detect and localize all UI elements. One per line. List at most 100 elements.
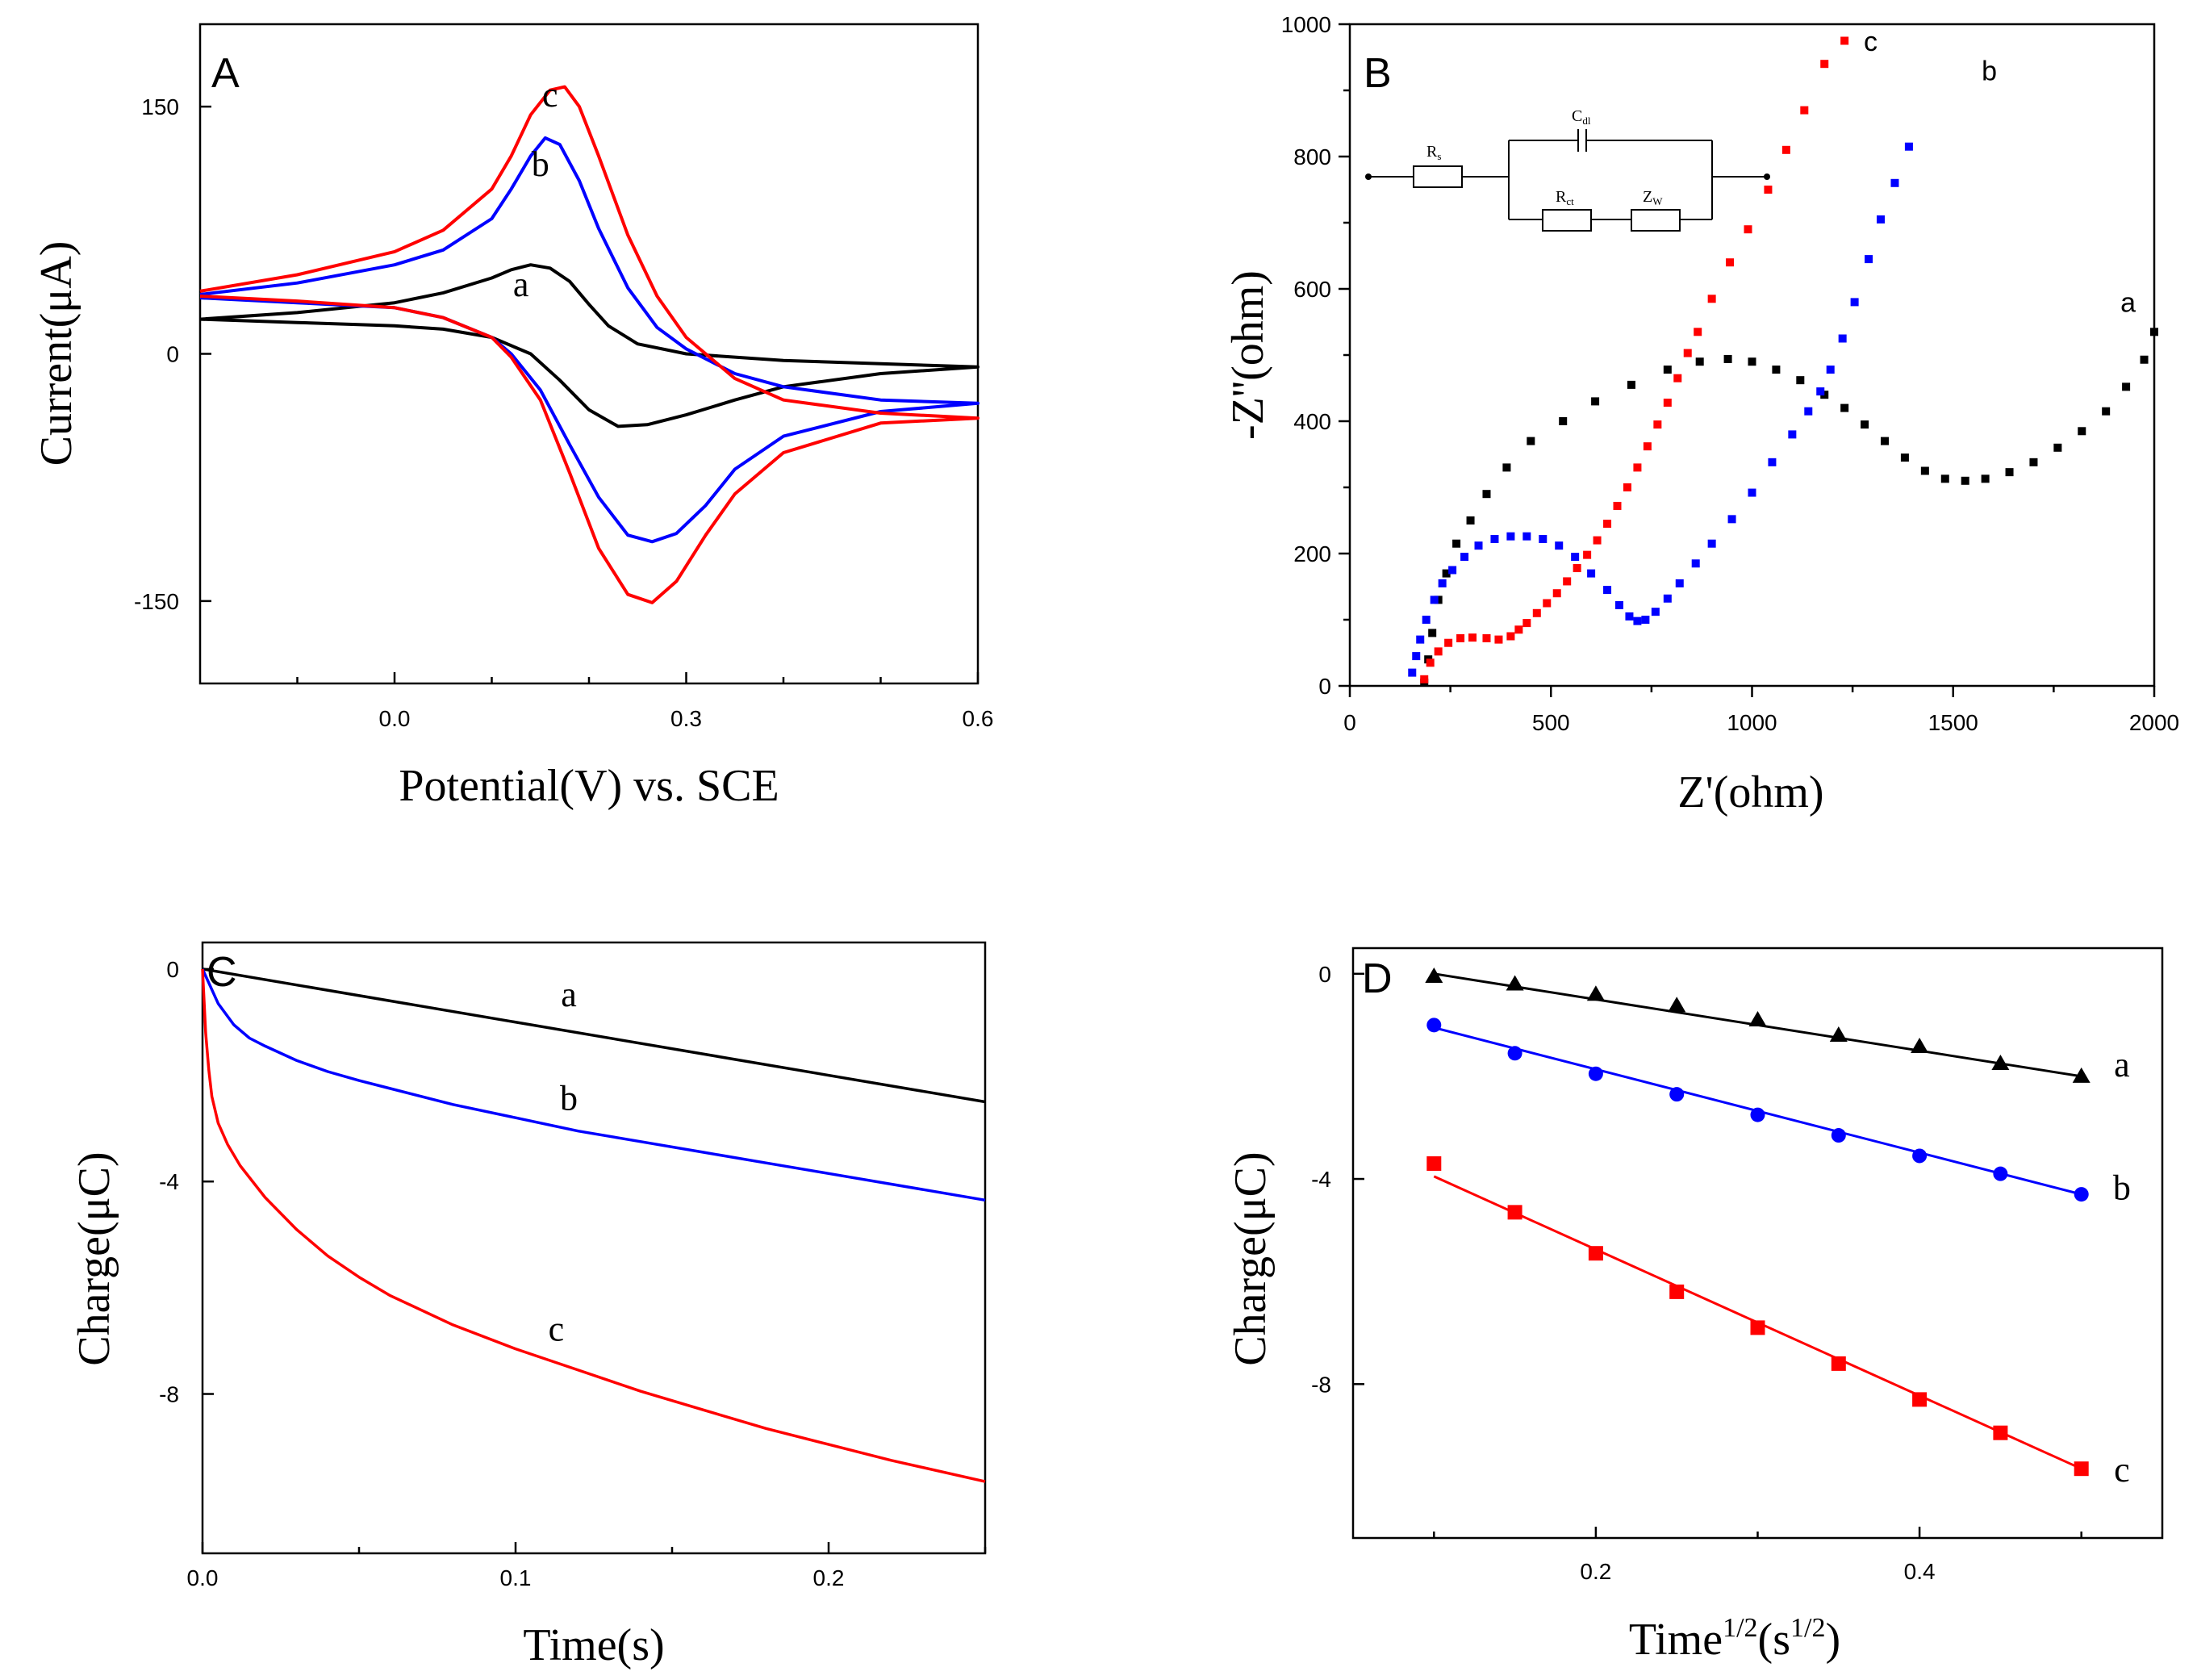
panel-b-series-a-point <box>1796 376 1805 385</box>
panel-b-series-b-point <box>1707 539 1716 548</box>
panel-b-xtick-label: 0 <box>1343 710 1356 735</box>
panel-b-series-c-point <box>1552 589 1561 598</box>
panel-b-series-c-point <box>1694 328 1702 336</box>
panel-d-series-b-marker <box>1426 1018 1442 1033</box>
panel-a-curve-label-c: c <box>542 75 558 115</box>
panel-a: A Potential(V) vs. SCE Current(μA) 0.0 0.… <box>31 23 994 811</box>
panel-b-series-c-point <box>1573 564 1581 573</box>
panel-b-series-a-point <box>1695 357 1704 366</box>
panel-c-ylabel: Charge(μC) <box>69 1151 119 1365</box>
panel-b-series-a-point <box>1442 569 1451 578</box>
panel-b-series-c-point <box>1840 36 1849 45</box>
panel-b-series-c-point <box>1603 520 1612 529</box>
panel-b-series-a-point <box>2140 355 2149 364</box>
panel-b-series-b-point <box>1522 532 1531 541</box>
panel-b-series-c-point <box>1633 463 1642 472</box>
panel-b-series-b-point <box>1430 596 1439 604</box>
panel-b-series-a-point <box>1961 476 1969 485</box>
panel-b-series-b-point <box>1865 255 1873 264</box>
panel-b-series-b-point <box>1474 541 1483 550</box>
panel-b-series-a-point <box>1527 437 1535 445</box>
panel-d-series-a-marker <box>1911 1038 1929 1054</box>
panel-b-series-b-point <box>1877 215 1886 224</box>
panel-b-series-a-point <box>1663 366 1672 374</box>
panel-b-series-b-point <box>1412 652 1421 661</box>
panel-b-series-b-point <box>1788 430 1797 439</box>
panel-d-ytick-label: -8 <box>1311 1372 1331 1397</box>
panel-d-series-c-marker <box>2074 1461 2089 1477</box>
panel-d-curve-label-c: c <box>2114 1450 2130 1490</box>
panel-b-series-c-point <box>1663 399 1672 407</box>
panel-c-curve-label-a: a <box>561 975 577 1014</box>
panel-b-series-c-point <box>1420 675 1429 683</box>
panel-b-ytick-label: 400 <box>1293 409 1331 434</box>
panel-b-series-b-point <box>1651 608 1660 616</box>
panel-b-series-c-point <box>1593 536 1602 545</box>
panel-b-series-c-point <box>1543 599 1552 608</box>
panel-d-series-b-marker <box>1507 1046 1522 1061</box>
panel-d-ylabel: Charge(μC) <box>1226 1151 1276 1365</box>
panel-b-series-b-point <box>1539 534 1548 543</box>
panel-a-series-b-line <box>199 136 979 544</box>
panel-d-series-c-marker <box>1831 1356 1846 1371</box>
panel-b-series-b-point <box>1816 387 1825 396</box>
circuit-label-rs: Rs <box>1426 143 1441 162</box>
panel-b-series-b-point <box>1904 142 1913 151</box>
panel-d-series-a-marker <box>1586 985 1605 1001</box>
panel-b-series-b-point <box>1625 612 1634 621</box>
panel-b-series-a-point <box>1772 366 1781 374</box>
circuit-label-cdl: Cdl <box>1572 107 1591 127</box>
panel-b-series-a-point <box>1940 474 1949 483</box>
panel-b-series-a-point <box>2005 468 2014 477</box>
panel-b-series-c-point <box>1514 625 1523 634</box>
panel-b-series-b-point <box>1603 586 1612 595</box>
panel-c-series-b-line <box>201 968 986 1202</box>
panel-b-series-c-point <box>1820 60 1829 69</box>
panel-b-series-c-point <box>1482 633 1491 642</box>
panel-c-series-c-line <box>201 968 986 1483</box>
panel-a-xtick-label: 0.6 <box>963 706 994 731</box>
panel-a-frame <box>198 23 979 685</box>
panel-b-series-c-point <box>1643 442 1652 451</box>
panel-b-series-c-point <box>1434 647 1443 656</box>
panel-d-series-c-marker <box>1669 1284 1685 1299</box>
panel-b-series-c-point <box>1456 633 1465 642</box>
panel-d-series-a-marker <box>1425 967 1443 983</box>
panel-d-series-c-marker <box>1588 1246 1603 1261</box>
panel-b-curve-label-a: a <box>2120 288 2136 319</box>
panel-b-series-c-point <box>1506 632 1515 641</box>
panel-b-series-b-point <box>1614 600 1623 609</box>
panel-d-ytick-label: 0 <box>1318 962 1331 987</box>
panel-b-series-b-point <box>1691 559 1700 568</box>
panel-b-series-a-point <box>1861 420 1869 429</box>
panel-b-series-c-point <box>1764 186 1773 194</box>
circuit-resistor-rs <box>1413 165 1463 188</box>
panel-d-curve-label-b: b <box>2113 1168 2131 1207</box>
panel-b-frame <box>1348 23 2156 687</box>
panel-a-letter: A <box>211 50 240 97</box>
panel-b-ytick-label: 1000 <box>1281 12 1331 37</box>
panel-b-xtick-label: 500 <box>1532 710 1570 735</box>
panel-b-series-b-point <box>1838 334 1847 343</box>
panel-b-series-a-point <box>1900 453 1909 462</box>
panel-d-series-c-marker <box>1750 1320 1765 1335</box>
panel-d-series-b-marker <box>1912 1148 1928 1164</box>
panel-b-series-a-point <box>1840 403 1849 412</box>
panel-b-series-b-point <box>1768 458 1777 466</box>
panel-a-curve-label-a: a <box>513 265 529 304</box>
panel-d-series-c-marker <box>1993 1425 2008 1440</box>
panel-b-series-a-point <box>1452 539 1461 548</box>
panel-b-ylabel: -Z''(ohm) <box>1223 270 1273 440</box>
panel-b-ytick-label: 800 <box>1293 144 1331 169</box>
panel-b-series-b-point <box>1826 366 1835 374</box>
panel-a-xtick-label: 0.3 <box>670 706 702 731</box>
panel-b-series-a-point <box>1881 437 1890 445</box>
panel-b-ytick-label: 0 <box>1318 674 1331 699</box>
panel-b-series-c-point <box>1673 374 1682 382</box>
panel-b-xtick-label: 2000 <box>2129 710 2179 735</box>
panel-b-series-c-point <box>1683 349 1692 357</box>
panel-b-xlabel: Z'(ohm) <box>1677 767 1823 817</box>
panel-b-series-b-point <box>1804 407 1813 416</box>
panel-b-series-c-point <box>1800 106 1809 115</box>
